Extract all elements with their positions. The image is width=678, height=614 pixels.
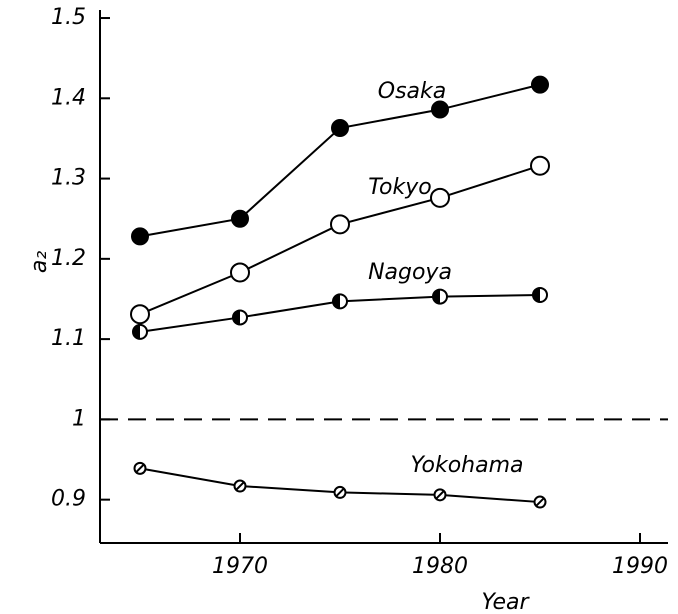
y-tick-label: 1.3 bbox=[51, 166, 86, 191]
marker bbox=[530, 155, 550, 176]
x-axis-label: Year bbox=[481, 590, 530, 614]
marker bbox=[233, 479, 247, 493]
marker bbox=[330, 214, 350, 235]
marker bbox=[230, 262, 250, 283]
marker bbox=[333, 485, 347, 499]
marker bbox=[331, 118, 349, 137]
marker bbox=[432, 288, 448, 305]
y-tick-label: 1.4 bbox=[51, 85, 86, 110]
marker bbox=[430, 187, 450, 208]
series-label: Yokohama bbox=[410, 453, 523, 478]
marker bbox=[132, 323, 148, 340]
marker bbox=[133, 461, 147, 475]
y-tick-label: 1.2 bbox=[51, 246, 86, 271]
marker bbox=[531, 75, 549, 94]
y-tick-label: 1.5 bbox=[51, 5, 86, 30]
series-label: Nagoya bbox=[368, 260, 452, 285]
y-axis-label: a₂ bbox=[27, 251, 52, 273]
y-tick-label: 1 bbox=[72, 406, 86, 431]
y-tick-label: 0.9 bbox=[51, 487, 86, 512]
marker bbox=[332, 293, 348, 310]
marker bbox=[532, 286, 548, 303]
marker bbox=[232, 309, 248, 326]
series-line bbox=[139, 164, 541, 316]
marker bbox=[231, 209, 249, 228]
series-label: Tokyo bbox=[368, 175, 431, 200]
marker bbox=[431, 100, 449, 119]
marker bbox=[433, 488, 447, 502]
marker bbox=[131, 227, 149, 246]
marker bbox=[533, 495, 547, 509]
x-tick-label: 1990 bbox=[612, 554, 668, 579]
y-tick-label: 1.1 bbox=[51, 326, 86, 351]
series-line bbox=[139, 83, 541, 238]
x-tick-label: 1980 bbox=[412, 554, 468, 579]
marker bbox=[130, 304, 150, 325]
series-label: Osaka bbox=[378, 79, 446, 104]
x-tick-label: 1970 bbox=[212, 554, 268, 579]
